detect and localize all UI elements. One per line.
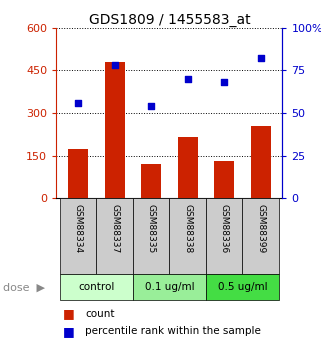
- Text: GSM88399: GSM88399: [256, 205, 265, 254]
- Text: GSM88334: GSM88334: [74, 205, 82, 254]
- Bar: [251, 126, 271, 198]
- Text: GSM88336: GSM88336: [220, 205, 229, 254]
- Text: 0.5 ug/ml: 0.5 ug/ml: [218, 282, 267, 292]
- Bar: [169, 198, 206, 274]
- Text: GSM88337: GSM88337: [110, 205, 119, 254]
- Text: ■: ■: [63, 325, 74, 338]
- Text: GSM88335: GSM88335: [147, 205, 156, 254]
- Text: GSM88338: GSM88338: [183, 205, 192, 254]
- Text: control: control: [78, 282, 115, 292]
- Point: [185, 76, 190, 81]
- Bar: [242, 198, 279, 274]
- Bar: [96, 198, 133, 274]
- Bar: [178, 137, 198, 198]
- Bar: [68, 149, 88, 198]
- Title: GDS1809 / 1455583_at: GDS1809 / 1455583_at: [89, 12, 250, 27]
- Point: [75, 100, 81, 106]
- Bar: [133, 274, 206, 300]
- Bar: [206, 274, 279, 300]
- Point: [112, 62, 117, 68]
- Bar: [214, 161, 234, 198]
- Bar: [60, 198, 96, 274]
- Bar: [133, 198, 169, 274]
- Point: [221, 79, 227, 85]
- Text: ■: ■: [63, 307, 74, 321]
- Text: 0.1 ug/ml: 0.1 ug/ml: [144, 282, 194, 292]
- Bar: [105, 62, 125, 198]
- Bar: [206, 198, 242, 274]
- Point: [258, 56, 263, 61]
- Text: percentile rank within the sample: percentile rank within the sample: [85, 326, 261, 336]
- Point: [149, 104, 154, 109]
- Text: dose  ▶: dose ▶: [3, 282, 45, 292]
- Text: count: count: [85, 309, 115, 319]
- Bar: [60, 274, 133, 300]
- Bar: [141, 164, 161, 198]
